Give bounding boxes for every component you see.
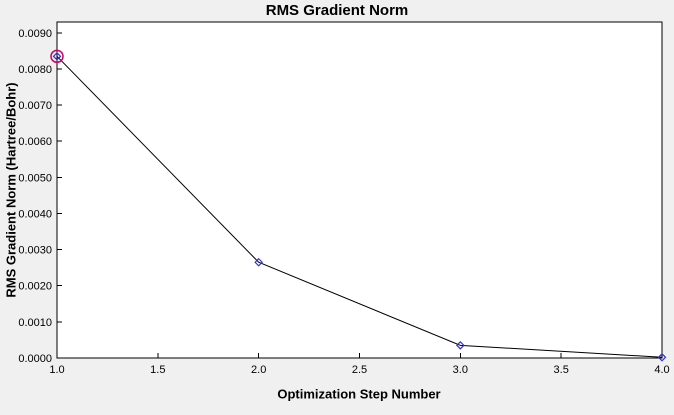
data-line <box>56 55 663 358</box>
y-tick-label: 0.0080 <box>18 64 52 76</box>
y-tick-label: 0.0010 <box>18 317 52 329</box>
data-point-marker <box>52 51 62 61</box>
x-axis-label: Optimization Step Number <box>277 386 441 402</box>
x-tick-label: 4.0 <box>654 364 669 376</box>
highlighted-point-ring <box>50 49 64 64</box>
data-point-marker <box>254 257 264 267</box>
x-tick-label: 2.5 <box>352 364 367 376</box>
y-tick-label: 0.0000 <box>18 353 52 365</box>
y-tick-label: 0.0090 <box>18 28 52 40</box>
y-tick-label: 0.0040 <box>18 208 52 220</box>
x-tick-label: 2.0 <box>251 364 266 376</box>
x-tick-label: 1.0 <box>49 364 64 376</box>
data-point-marker <box>455 341 465 350</box>
data-point-marker <box>657 352 667 362</box>
y-tick-label: 0.0050 <box>18 172 52 184</box>
x-tick-label: 3.0 <box>453 364 468 376</box>
y-tick-label: 0.0020 <box>18 281 52 293</box>
y-tick-label: 0.0070 <box>18 100 52 112</box>
plot-frame <box>56 21 663 359</box>
y-tick-label: 0.0030 <box>18 245 52 257</box>
x-tick-label: 3.5 <box>554 364 569 376</box>
chart-title: RMS Gradient Norm <box>265 2 409 19</box>
x-tick-label: 1.5 <box>150 364 165 376</box>
y-tick-label: 0.0060 <box>18 136 52 148</box>
